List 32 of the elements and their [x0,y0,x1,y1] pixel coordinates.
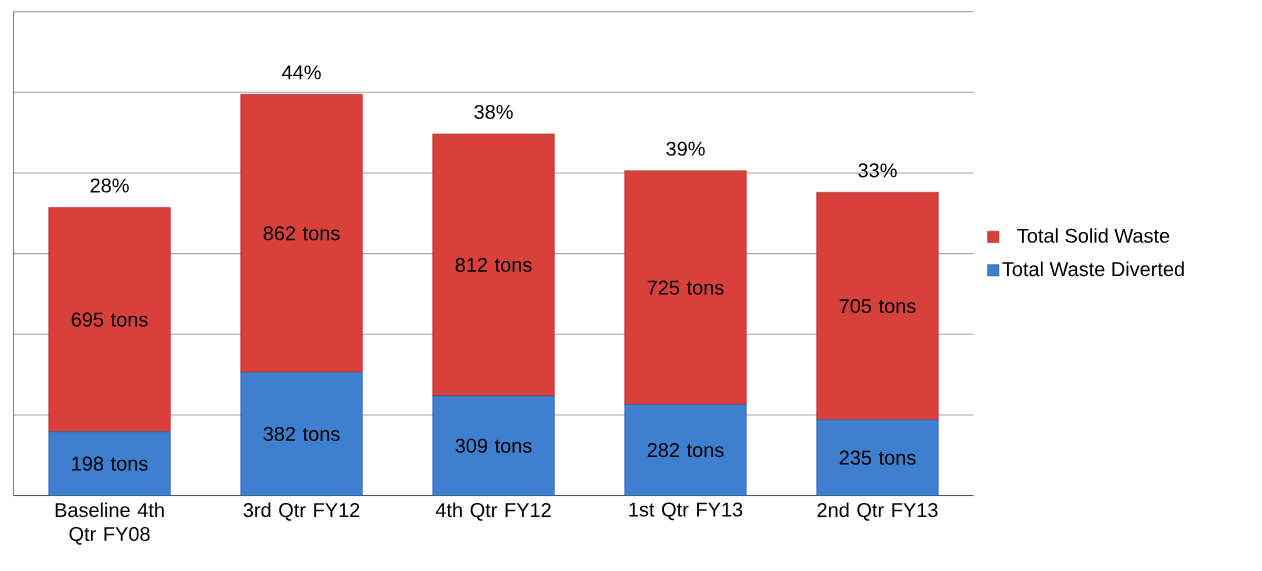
bar [432,395,555,496]
x-tick-label: 1st Qtr FY13 [629,502,743,521]
data-label: 812 tons [455,257,532,272]
data-label: 198 tons [72,456,148,471]
bar [624,170,747,405]
data-label: 309 tons [455,438,532,453]
legend-label: Total Solid Waste [1017,228,1170,243]
x-tick-label: 3rd Qtr FY12 [243,502,360,521]
x-tick-label: 4th Qtr FY12 [435,502,551,521]
data-label: 725 tons [647,280,724,295]
bar [240,93,363,373]
annotation: 44% [282,65,321,80]
data-label: 705 tons [839,298,916,313]
bar [48,431,171,496]
bar [48,207,171,432]
x-tick-label: 2nd Qtr FY13 [817,502,938,521]
data-label: 382 tons [263,426,340,441]
annotation: 38% [474,104,513,119]
bar [432,133,555,396]
bar [624,404,747,496]
data-label: 695 tons [71,312,148,327]
annotation: 33% [858,163,897,178]
data-label: 235 tons [839,450,916,465]
data-label: 862 tons [263,226,340,241]
annotation: 39% [666,141,705,156]
data-label: 282 tons [647,442,724,457]
annotation: 28% [90,178,129,193]
x-tick-label: Baseline 4th Qtr FY08 [55,502,164,545]
bar [816,419,939,496]
bar [816,191,939,420]
legend-label: Total Waste Diverted [1002,261,1184,277]
bar [240,371,363,496]
